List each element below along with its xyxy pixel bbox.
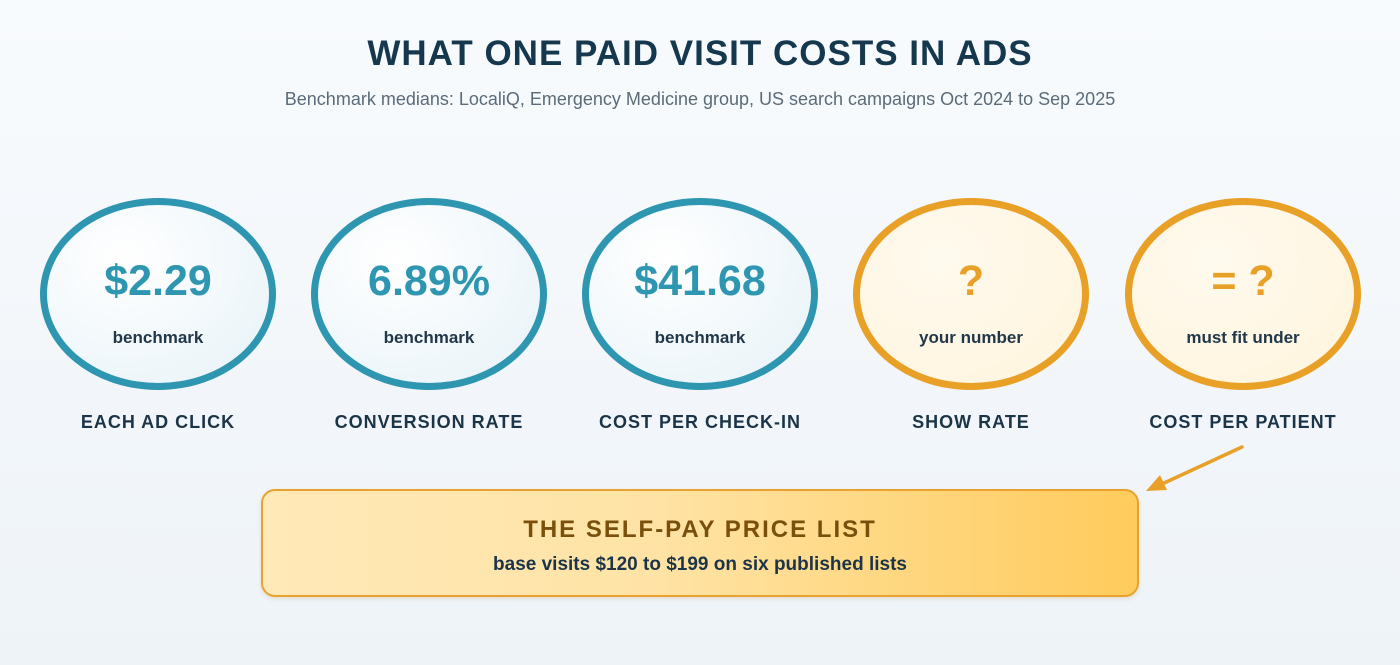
unknown-circle: = ? must fit under (1125, 198, 1361, 390)
step-label: EACH AD CLICK (80, 412, 236, 432)
step-cost-per-patient: = ? must fit under COST PER PATIENT (1125, 198, 1361, 443)
step-cost-per-check-in: $41.68 benchmark COST PER CHECK-IN (582, 198, 818, 443)
step-note: benchmark (383, 328, 475, 347)
step-note: benchmark (654, 328, 746, 347)
price-list-subtitle: base visits $120 to $199 on six publishe… (493, 554, 907, 575)
page-title: WHAT ONE PAID VISIT COSTS IN ADS (367, 34, 1033, 73)
step-value: ? (957, 257, 985, 305)
step-value: = ? (1211, 257, 1275, 305)
step-note: your number (919, 328, 1023, 347)
benchmark-circle: $41.68 benchmark (582, 198, 818, 390)
benchmark-circle: 6.89% benchmark (311, 198, 547, 390)
step-conversion-rate: 6.89% benchmark CONVERSION RATE (311, 198, 547, 443)
step-each-ad-click: $2.29 benchmark EACH AD CLICK (40, 198, 276, 443)
step-label: SHOW RATE (912, 412, 1030, 432)
page-subtitle: Benchmark medians: LocaliQ, Emergency Me… (284, 89, 1116, 109)
step-value: $2.29 (104, 257, 212, 305)
step-note: benchmark (112, 328, 204, 347)
step-value: 6.89% (368, 257, 490, 305)
step-label: CONVERSION RATE (334, 412, 524, 432)
price-list-title: THE SELF-PAY PRICE LIST (523, 516, 877, 543)
benchmark-circle: $2.29 benchmark (40, 198, 276, 390)
step-note: must fit under (1186, 328, 1300, 347)
step-label: COST PER PATIENT (1149, 412, 1337, 432)
step-label: COST PER CHECK-IN (598, 412, 801, 432)
step-show-rate: ? your number SHOW RATE (853, 198, 1089, 443)
unknown-circle: ? your number (853, 198, 1089, 390)
self-pay-price-list-box: THE SELF-PAY PRICE LIST base visits $120… (261, 489, 1139, 597)
step-value: $41.68 (634, 257, 766, 305)
